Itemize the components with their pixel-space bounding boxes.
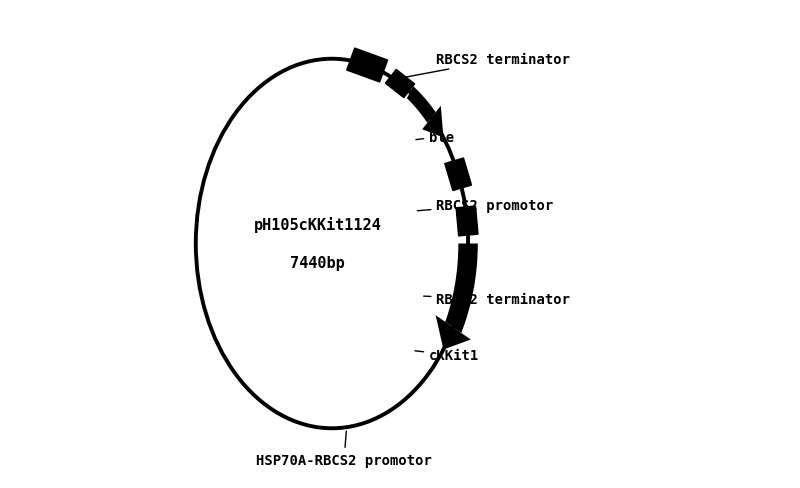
Polygon shape: [456, 206, 478, 236]
Polygon shape: [346, 49, 388, 83]
Text: RBCS2 promotor: RBCS2 promotor: [418, 198, 554, 212]
Text: cKKit1: cKKit1: [415, 348, 479, 363]
Text: ble: ble: [416, 130, 454, 144]
Polygon shape: [386, 70, 414, 99]
Polygon shape: [446, 244, 478, 333]
Polygon shape: [422, 106, 443, 138]
Text: HSP70A-RBCS2 promotor: HSP70A-RBCS2 promotor: [256, 431, 432, 467]
Polygon shape: [445, 159, 471, 191]
Polygon shape: [436, 316, 471, 350]
Text: pH105cKKit1124: pH105cKKit1124: [254, 217, 382, 233]
Text: RBCS2 terminator: RBCS2 terminator: [402, 53, 570, 79]
Text: 7440bp: 7440bp: [290, 256, 345, 271]
Polygon shape: [407, 87, 436, 123]
Text: RBCS2 terminator: RBCS2 terminator: [424, 293, 570, 307]
